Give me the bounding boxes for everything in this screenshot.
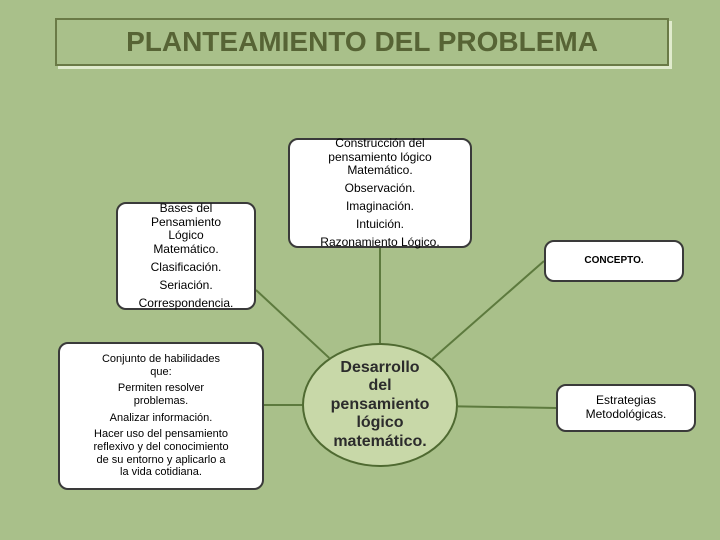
node-text: Estrategias (596, 394, 656, 408)
node-text: pensamiento lógico (328, 151, 431, 165)
node-text: Correspondencia. (139, 297, 234, 311)
central-text: Desarrollo (340, 359, 419, 377)
node-construccion: Construcción delpensamiento lógicoMatemá… (288, 138, 472, 248)
node-habilidades: Conjunto de habilidadesque: Permiten reso… (58, 342, 264, 490)
node-text: Conjunto de habilidades (102, 353, 220, 366)
node-text: Analizar información. (110, 412, 213, 425)
node-text: Razonamiento Lógico. (320, 236, 439, 250)
node-text: Intuición. (356, 218, 404, 232)
node-text: Matemático. (153, 243, 218, 257)
node-text: Permiten resolver (118, 382, 204, 395)
node-text: reflexivo y del conocimiento (93, 441, 228, 454)
central-text: del (368, 377, 391, 395)
central-text: pensamiento (331, 396, 430, 414)
node-concepto: CONCEPTO. (544, 240, 684, 282)
node-text: Matemático. (347, 164, 412, 178)
node-text: la vida cotidiana. (120, 466, 202, 479)
node-text: problemas. (134, 395, 188, 408)
node-text: Construcción del (335, 137, 424, 151)
node-text: Imaginación. (346, 200, 414, 214)
node-text: de su entorno y aplicarlo a (96, 454, 225, 467)
node-text: Bases del (160, 202, 213, 216)
node-text: Observación. (345, 182, 416, 196)
node-text: Hacer uso del pensamiento (94, 428, 228, 441)
node-text: que: (150, 366, 171, 379)
node-text: Clasificación. (151, 261, 222, 275)
node-estrategias: EstrategiasMetodológicas. (556, 384, 696, 432)
node-bases: Bases delPensamientoLógicoMatemático. Cla… (116, 202, 256, 310)
node-text: Lógico (168, 229, 203, 243)
node-text: Seriación. (159, 279, 212, 293)
central-text: lógico (356, 414, 403, 432)
central-text: matemático. (333, 433, 426, 451)
page-title: PLANTEAMIENTO DEL PROBLEMA (55, 18, 669, 66)
central-node: Desarrollodelpensamientológicomatemático… (302, 343, 458, 467)
node-text: Pensamiento (151, 216, 221, 230)
node-text: CONCEPTO. (584, 255, 643, 267)
node-text: Metodológicas. (586, 408, 667, 422)
